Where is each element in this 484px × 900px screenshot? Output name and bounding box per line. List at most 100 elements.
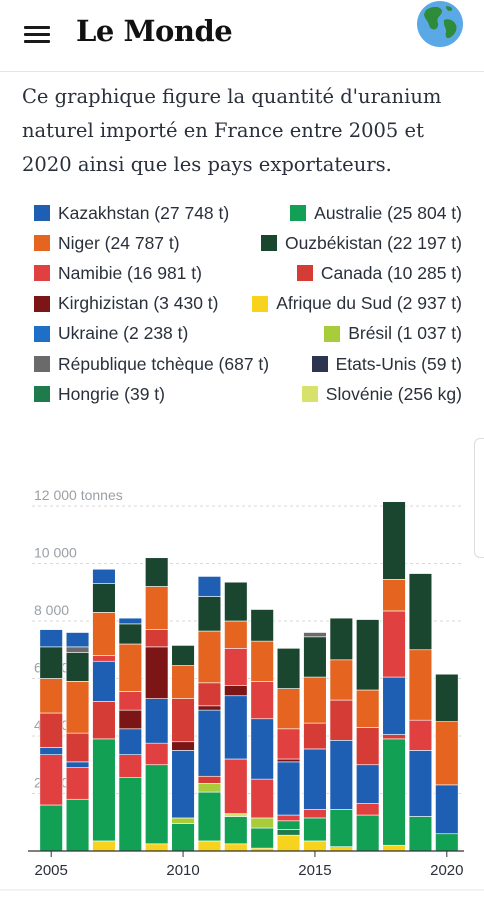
- bar-segment-kirghizistan: [224, 685, 248, 697]
- x-tick-label: 2015: [298, 862, 331, 879]
- bar-segment-ouzbekistan: [224, 581, 248, 622]
- bar-segment-namibie: [276, 728, 301, 760]
- bar-segment-bresil: [197, 783, 222, 793]
- bar-segment-kazakhstan: [408, 750, 433, 817]
- bar-segment-kazakhstan: [65, 632, 90, 648]
- bar-segment-canada: [65, 732, 90, 763]
- bar-segment-kazakhstan: [92, 568, 116, 584]
- bar-segment-kazakhstan: [356, 764, 380, 804]
- legend-swatch: [34, 386, 50, 403]
- bar-2015: [303, 632, 327, 852]
- bar-segment-niger: [408, 649, 433, 721]
- legend-swatch: [34, 325, 50, 342]
- bar-segment-kirghizistan: [118, 709, 142, 730]
- bar-segment-kazakhstan: [382, 676, 406, 735]
- bar-segment-kazakhstan: [39, 747, 63, 755]
- bar-segment-niger: [303, 676, 327, 724]
- bar-segment-namibie: [92, 655, 116, 662]
- bar-segment-ouzbekistan: [382, 501, 406, 580]
- legend-swatch: [34, 235, 50, 252]
- bar-segment-australie: [197, 791, 222, 842]
- x-tick-label: 2020: [430, 862, 463, 879]
- legend-swatch: [260, 235, 277, 252]
- bar-2018: [382, 501, 406, 852]
- bar-segment-canada: [382, 734, 406, 740]
- legend-label: Hongrie (39 t): [58, 383, 165, 404]
- bar-segment-canada: [303, 722, 327, 750]
- legend-swatch: [290, 205, 307, 221]
- y-tick-label: 8 000: [34, 602, 69, 618]
- bar-segment-kazakhstan: [39, 629, 63, 648]
- bar-segment-republique-tcheque: [303, 632, 327, 638]
- bar-segment-kirghizistan: [276, 758, 301, 763]
- legend-item-canada: Canada (10 285 t): [296, 262, 462, 284]
- bar-segment-bresil: [250, 817, 274, 829]
- bar-segment-niger: [435, 721, 459, 786]
- bar-segment-namibie: [145, 742, 169, 766]
- bar-2017: [356, 619, 380, 852]
- legend-item-hongrie: Hongrie (39 t): [34, 383, 165, 405]
- y-tick-label: 12 000 tonnes: [34, 487, 123, 503]
- bar-segment-namibie: [250, 778, 274, 819]
- bar-2010: [171, 645, 195, 852]
- bar-segment-canada: [197, 682, 222, 707]
- bar-2011: [197, 576, 222, 852]
- bar-segment-niger: [329, 659, 353, 701]
- bar-segment-ouzbekistan: [197, 596, 222, 632]
- menu-bar-top: [24, 26, 50, 29]
- bar-segment-niger: [171, 665, 195, 699]
- bar-segment-niger: [224, 620, 248, 649]
- bar-segment-kazakhstan: [435, 784, 459, 835]
- bar-segment-afrique-du-sud: [145, 843, 169, 852]
- legend-swatch: [34, 295, 50, 312]
- x-tick-label: 2005: [35, 862, 68, 879]
- bar-2008: [118, 617, 142, 852]
- legend-swatch: [301, 386, 318, 403]
- bar-segment-namibie: [382, 610, 406, 678]
- bar-segment-australie: [303, 817, 327, 842]
- bar-segment-ouzbekistan: [408, 573, 433, 651]
- bar-segment-ouzbekistan: [39, 646, 63, 679]
- bar-2019: [408, 573, 433, 852]
- bar-segment-niger: [356, 689, 380, 728]
- bar-segment-australie: [382, 738, 406, 846]
- bar-segment-canada: [92, 701, 116, 740]
- bar-segment-kazakhstan: [197, 576, 222, 597]
- bar-segment-namibie: [276, 814, 301, 822]
- bar-segment-ouzbekistan: [329, 617, 353, 661]
- bar-segment-kazakhstan: [224, 695, 248, 760]
- site-header: Le Monde: [0, 0, 484, 72]
- legend-label: République tchèque (687 t): [58, 353, 270, 374]
- bar-segment-afrique-du-sud: [197, 840, 222, 852]
- legend-label: Etats-Unis (59 t): [335, 353, 462, 374]
- globe-icon[interactable]: [416, 0, 464, 48]
- hamburger-menu-icon[interactable]: [24, 24, 50, 44]
- legend-item-australie: Australie (25 804 t): [290, 202, 462, 224]
- site-logo[interactable]: Le Monde: [76, 14, 233, 48]
- legend-swatch: [34, 356, 50, 372]
- bar-segment-ouzbekistan: [250, 609, 274, 642]
- legend-item-afrique-du-sud: Afrique du Sud (2 937 t): [252, 293, 462, 315]
- bar-segment-canada: [171, 698, 195, 743]
- legend-item-bresil: Brésil (1 037 t): [324, 323, 462, 345]
- bar-segment-republique-tcheque: [65, 646, 90, 653]
- bar-segment-kazakhstan: [197, 709, 222, 777]
- legend-item-slovenie: Slovénie (256 kg): [301, 383, 462, 405]
- side-scroll-handle[interactable]: [474, 438, 484, 558]
- bar-segment-kirghizistan: [145, 646, 169, 699]
- bar-segment-australie: [435, 833, 459, 852]
- legend-item-ouzbekistan: Ouzbékistan (22 197 t): [260, 232, 462, 254]
- legend-label: Slovénie (256 kg): [325, 383, 462, 404]
- bar-segment-ouzbekistan: [171, 645, 195, 666]
- legend-item-kirghizistan: Kirghizistan (3 430 t): [34, 293, 219, 315]
- legend-item-ukraine: Ukraine (2 238 t): [34, 323, 188, 345]
- bar-segment-kirghizistan: [197, 705, 222, 711]
- bar-segment-namibie: [408, 719, 433, 751]
- bar-segment-kazakhstan: [118, 728, 142, 755]
- bar-2005: [39, 629, 63, 852]
- bar-segment-niger: [118, 643, 142, 692]
- legend-item-niger: Niger (24 787 t): [34, 232, 180, 254]
- chart-legend: Kazakhstan (27 748 t) Australie (25 804 t…: [0, 0, 484, 440]
- legend-label: Australie (25 804 t): [314, 202, 462, 223]
